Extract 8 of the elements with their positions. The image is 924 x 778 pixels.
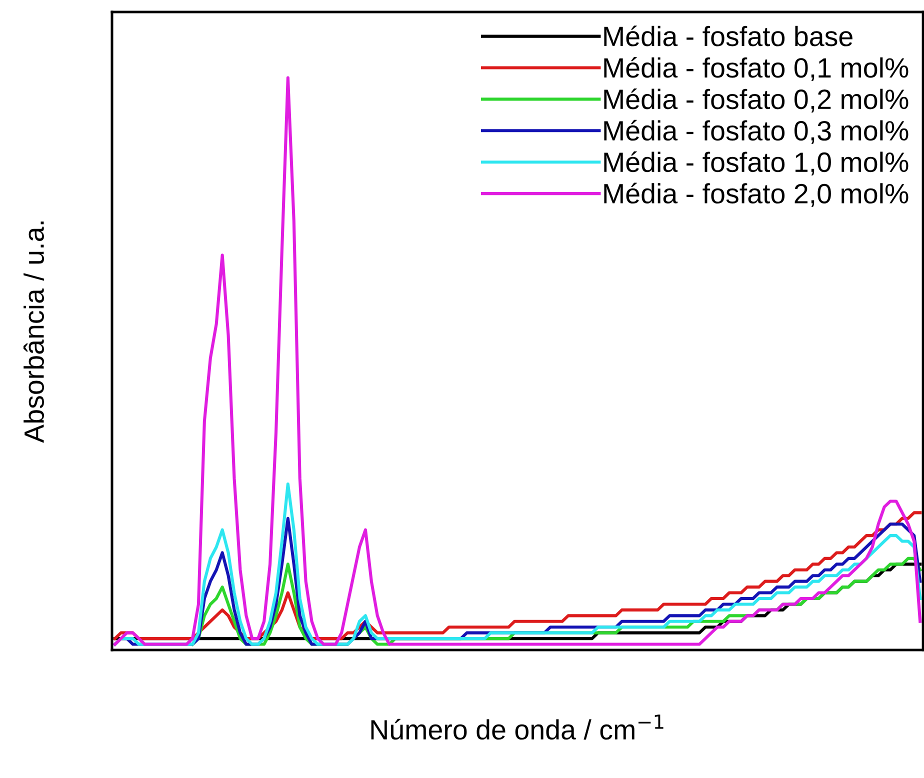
legend-label: Média - fosfato 0,2 mol%	[604, 88, 908, 112]
legend-label: Média - fosfato 0,1 mol%	[604, 57, 908, 82]
x-axis-title: Número de onda / cm$^{−1}$	[371, 714, 664, 740]
legend-label: Média - fosfato 0,3 mol%	[604, 120, 908, 144]
y-axis-title: Absorbância / u.a.	[24, 222, 44, 443]
legend-label: Média - fosfato 1,0 mol%	[604, 151, 908, 176]
legend-label: Média - fosfato 2,0 mol%	[604, 182, 908, 207]
legend-label: Média - fosfato base	[604, 26, 852, 46]
